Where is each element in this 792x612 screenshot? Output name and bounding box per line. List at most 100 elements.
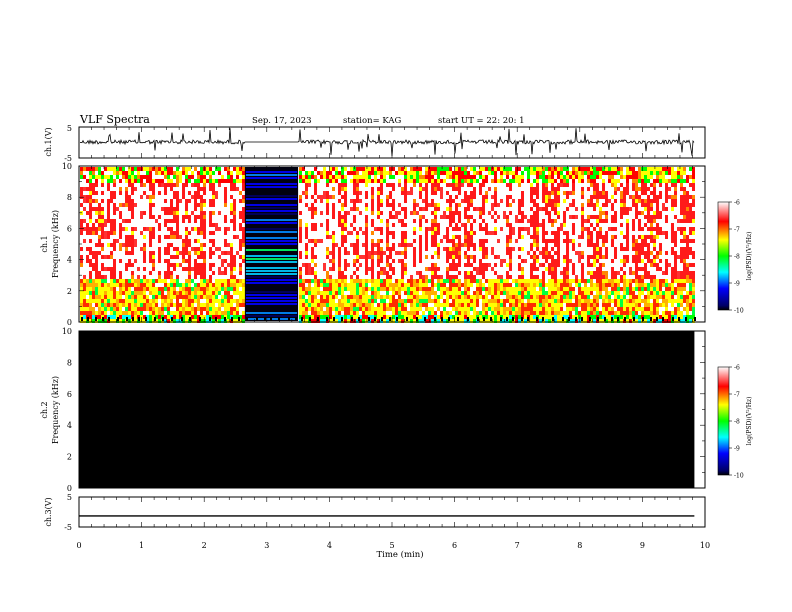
spectrogram-cell — [584, 307, 587, 311]
spectrogram-cell — [482, 175, 485, 179]
spectrogram-cell — [101, 267, 104, 271]
spectrogram-cell — [131, 311, 134, 315]
spectrogram-cell — [536, 211, 539, 215]
spectrogram-cell — [482, 299, 485, 303]
spectrogram-cell — [140, 231, 143, 235]
spectrogram-cell — [443, 319, 446, 323]
spectrogram-cell — [596, 279, 599, 283]
spectrogram-cell — [602, 319, 605, 323]
spectrogram-cell — [122, 279, 125, 283]
spectrogram-cell — [662, 303, 665, 307]
spectrogram-cell — [596, 259, 599, 263]
spectrogram-cell — [419, 223, 422, 227]
spectrogram-cell — [533, 203, 536, 207]
spectrogram-cell — [473, 167, 476, 171]
spectrogram-cell — [671, 227, 674, 231]
spectrogram-cell — [416, 167, 419, 171]
spectrogram-cell — [362, 283, 365, 287]
spectrogram-cell — [218, 303, 221, 307]
spectrogram-cell — [152, 259, 155, 263]
spectrogram-cell — [242, 183, 245, 187]
spectrogram-cell — [365, 231, 368, 235]
calibration-line — [245, 174, 298, 176]
spectrogram-cell — [197, 195, 200, 199]
spectrogram-cell — [143, 291, 146, 295]
spectrogram-cell — [404, 291, 407, 295]
spectrogram-cell — [389, 287, 392, 291]
spectrogram-cell — [314, 167, 317, 171]
spectrogram-cell — [149, 167, 152, 171]
spectrogram-cell — [110, 219, 113, 223]
spectrogram-cell — [311, 207, 314, 211]
spectrogram-cell — [410, 279, 413, 283]
spectrogram-cell — [479, 243, 482, 247]
spectrogram-cell — [494, 271, 497, 275]
spectrogram-cell — [602, 307, 605, 311]
spectrogram-cell — [194, 319, 197, 323]
spectrogram-cell — [128, 263, 131, 267]
spectrogram-cell — [593, 171, 596, 175]
spectrogram-cell — [230, 287, 233, 291]
spectrogram-cell — [212, 231, 215, 235]
spectrogram-cell — [518, 199, 521, 203]
spectrogram-cell — [533, 167, 536, 171]
spectrogram-cell — [572, 231, 575, 235]
spectrogram-cell — [629, 207, 632, 211]
spectrogram-cell — [635, 239, 638, 243]
spectrogram-cell — [677, 255, 680, 259]
spectrogram-cell — [590, 183, 593, 187]
spectrogram-cell — [173, 175, 176, 179]
spectrogram-cell — [170, 271, 173, 275]
spectrogram-cell — [89, 287, 92, 291]
spectrogram-cell — [341, 223, 344, 227]
spectrogram-cell — [623, 195, 626, 199]
spectrogram-cell — [446, 235, 449, 239]
spectrogram-cell — [656, 175, 659, 179]
spectrogram-cell — [689, 239, 692, 243]
spectrogram-cell — [683, 199, 686, 203]
spectrogram-cell — [473, 191, 476, 195]
spectrogram-cell — [587, 179, 590, 183]
spectrogram-cell — [569, 311, 572, 315]
spectrogram-cell — [173, 211, 176, 215]
spectrogram-cell — [584, 299, 587, 303]
spectrogram-cell — [104, 319, 107, 323]
spectrogram-cell — [431, 199, 434, 203]
spectrogram-cell — [572, 227, 575, 231]
spectrogram-cell — [329, 171, 332, 175]
spectrogram-cell — [194, 247, 197, 251]
spectrogram-cell — [299, 307, 302, 311]
spectrogram-cell — [437, 275, 440, 279]
spectrogram-cell — [377, 195, 380, 199]
spectrogram-cell — [572, 191, 575, 195]
spectrogram-cell — [653, 227, 656, 231]
spectrogram-cell — [635, 247, 638, 251]
spectrogram-cell — [350, 207, 353, 211]
spectrogram-cell — [665, 295, 668, 299]
spectrogram-cell — [656, 299, 659, 303]
spectrogram-cell — [92, 191, 95, 195]
spectrogram-cell — [203, 263, 206, 267]
spectrogram-cell — [527, 171, 530, 175]
spectrogram-cell — [104, 231, 107, 235]
spectrogram-cell — [347, 303, 350, 307]
spectrogram-cell — [581, 291, 584, 295]
spectrogram-cell — [389, 195, 392, 199]
spectrogram-cell — [434, 179, 437, 183]
spectrogram-cell — [404, 251, 407, 255]
spectrogram-cell — [371, 195, 374, 199]
spectrogram-cell — [665, 215, 668, 219]
spectrogram-cell — [185, 167, 188, 171]
spectrogram-cell — [656, 203, 659, 207]
spectrogram-cell — [302, 319, 305, 323]
spectrogram-cell — [191, 247, 194, 251]
spectrogram-cell — [443, 167, 446, 171]
spectrogram-cell — [374, 227, 377, 231]
spectrogram-cell — [638, 243, 641, 247]
ch2-spectrogram-ylabel-channel: ch.2 — [40, 401, 49, 418]
spectrogram-cell — [224, 295, 227, 299]
spectrogram-cell — [197, 179, 200, 183]
spectrogram-cell — [182, 287, 185, 291]
spectrogram-cell — [500, 171, 503, 175]
spectrogram-cell — [647, 187, 650, 191]
